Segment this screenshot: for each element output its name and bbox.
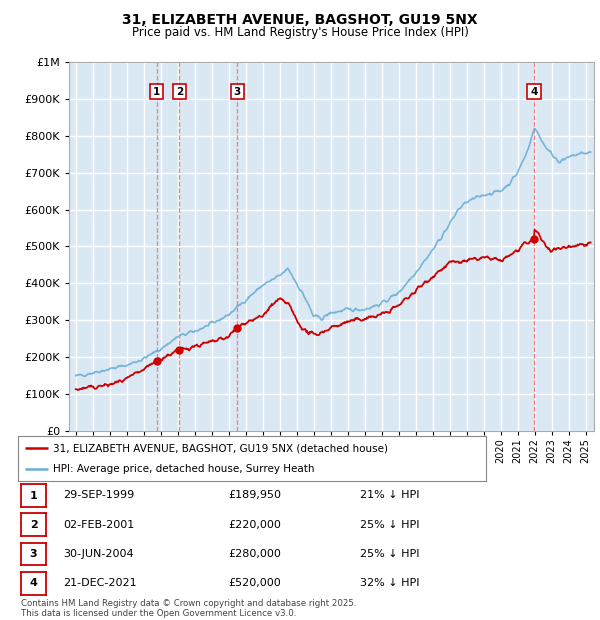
Text: 3: 3 xyxy=(30,549,37,559)
Text: £520,000: £520,000 xyxy=(228,578,281,588)
Text: 30-JUN-2004: 30-JUN-2004 xyxy=(63,549,134,559)
Text: HPI: Average price, detached house, Surrey Heath: HPI: Average price, detached house, Surr… xyxy=(53,464,314,474)
Text: 31, ELIZABETH AVENUE, BAGSHOT, GU19 5NX: 31, ELIZABETH AVENUE, BAGSHOT, GU19 5NX xyxy=(122,14,478,27)
Text: Contains HM Land Registry data © Crown copyright and database right 2025.
This d: Contains HM Land Registry data © Crown c… xyxy=(21,599,356,618)
Text: 21% ↓ HPI: 21% ↓ HPI xyxy=(360,490,419,500)
Text: £280,000: £280,000 xyxy=(228,549,281,559)
Text: 1: 1 xyxy=(30,490,37,501)
Text: 3: 3 xyxy=(233,87,241,97)
Text: Price paid vs. HM Land Registry's House Price Index (HPI): Price paid vs. HM Land Registry's House … xyxy=(131,26,469,38)
Text: 2: 2 xyxy=(176,87,183,97)
Text: 4: 4 xyxy=(530,87,538,97)
Text: 25% ↓ HPI: 25% ↓ HPI xyxy=(360,549,419,559)
Text: 4: 4 xyxy=(29,578,38,588)
Text: 21-DEC-2021: 21-DEC-2021 xyxy=(63,578,137,588)
Text: £189,950: £189,950 xyxy=(228,490,281,500)
Text: 02-FEB-2001: 02-FEB-2001 xyxy=(63,520,134,529)
Text: 1: 1 xyxy=(153,87,160,97)
Text: 32% ↓ HPI: 32% ↓ HPI xyxy=(360,578,419,588)
Text: 29-SEP-1999: 29-SEP-1999 xyxy=(63,490,134,500)
Text: £220,000: £220,000 xyxy=(228,520,281,529)
Text: 25% ↓ HPI: 25% ↓ HPI xyxy=(360,520,419,529)
Text: 31, ELIZABETH AVENUE, BAGSHOT, GU19 5NX (detached house): 31, ELIZABETH AVENUE, BAGSHOT, GU19 5NX … xyxy=(53,443,388,453)
Text: 2: 2 xyxy=(30,520,37,530)
